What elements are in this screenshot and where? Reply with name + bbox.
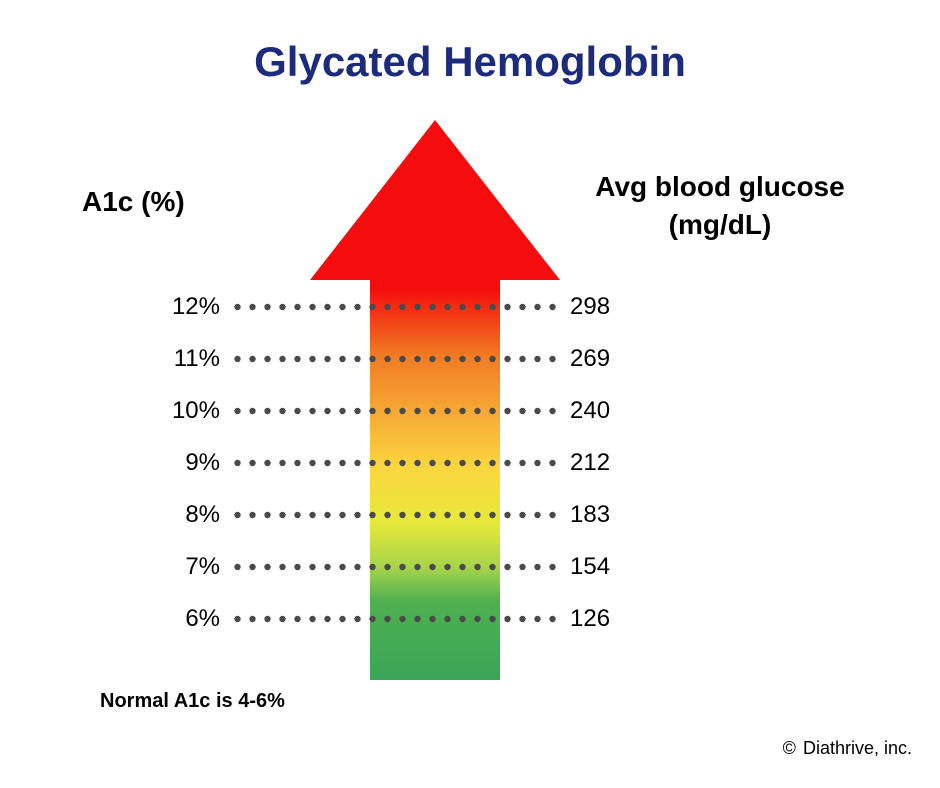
- right-axis-header-line1: Avg blood glucose: [570, 168, 870, 206]
- dotted-leader: [230, 396, 560, 426]
- copyright-text: © Diathrive, inc.: [783, 738, 912, 759]
- glucose-value: 269: [570, 345, 670, 373]
- a1c-value: 8%: [120, 501, 220, 529]
- dotted-leader: [230, 448, 560, 478]
- a1c-value: 11%: [120, 345, 220, 373]
- a1c-value: 7%: [120, 553, 220, 581]
- a1c-value: 12%: [120, 293, 220, 321]
- dotted-leader: [230, 552, 560, 582]
- data-row: 8% 183: [0, 500, 940, 530]
- dotted-leader: [230, 344, 560, 374]
- glucose-value: 183: [570, 501, 670, 529]
- dotted-leader: [230, 604, 560, 634]
- data-row: 12% 298: [0, 292, 940, 322]
- dotted-leader: [230, 500, 560, 530]
- glucose-value: 240: [570, 397, 670, 425]
- glucose-value: 126: [570, 605, 670, 633]
- a1c-value: 10%: [120, 397, 220, 425]
- copyright-symbol: ©: [783, 738, 796, 758]
- data-row: 11% 269: [0, 344, 940, 374]
- data-row: 9% 212: [0, 448, 940, 478]
- glucose-value: 298: [570, 293, 670, 321]
- data-row: 7% 154: [0, 552, 940, 582]
- footnote-text: Normal A1c is 4-6%: [100, 690, 285, 713]
- a1c-value: 6%: [120, 605, 220, 633]
- data-row: 10% 240: [0, 396, 940, 426]
- glucose-value: 212: [570, 449, 670, 477]
- glucose-value: 154: [570, 553, 670, 581]
- a1c-value: 9%: [120, 449, 220, 477]
- data-row: 6% 126: [0, 604, 940, 634]
- page-title: Glycated Hemoglobin: [0, 38, 940, 86]
- left-axis-header: A1c (%): [82, 186, 185, 218]
- copyright-company: Diathrive, inc.: [803, 738, 912, 758]
- right-axis-header-line2: (mg/dL): [570, 206, 870, 244]
- right-axis-header: Avg blood glucose (mg/dL): [570, 168, 870, 244]
- dotted-leader: [230, 292, 560, 322]
